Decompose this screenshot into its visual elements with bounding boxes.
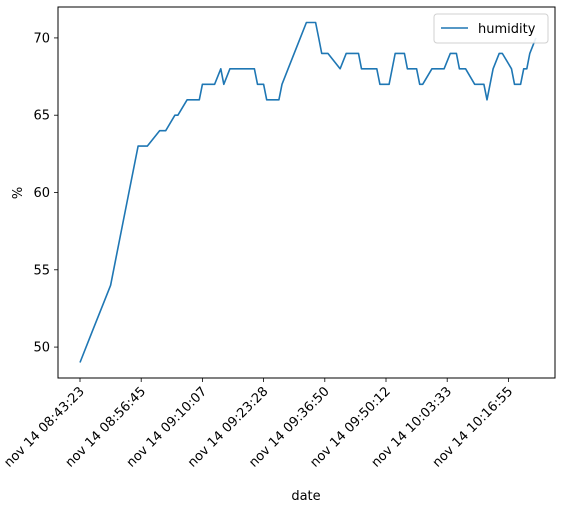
y-tick-label: 65 bbox=[33, 109, 50, 124]
series-line-humidity bbox=[79, 21, 537, 363]
legend-label-humidity: humidity bbox=[478, 22, 536, 37]
y-tick-label: 50 bbox=[33, 341, 50, 356]
y-tick-label: 55 bbox=[33, 263, 50, 278]
series-layer bbox=[79, 21, 537, 363]
y-tick-label: 70 bbox=[33, 31, 50, 46]
y-axis-ticks: 50 55 60 65 70 bbox=[33, 31, 58, 356]
y-tick-label: 60 bbox=[33, 186, 50, 201]
plot-area bbox=[57, 6, 556, 379]
legend-box bbox=[433, 13, 549, 44]
legend: humidity bbox=[433, 13, 549, 44]
y-axis-label: % bbox=[11, 187, 26, 199]
x-axis-label: date bbox=[291, 489, 320, 504]
